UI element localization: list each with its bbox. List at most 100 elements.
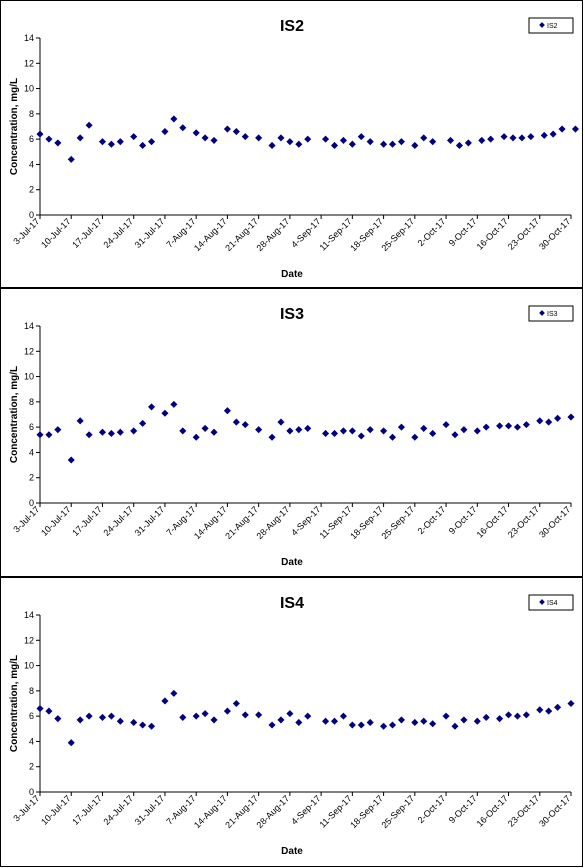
data-point xyxy=(348,427,356,435)
data-point xyxy=(130,427,138,435)
y-tick-label: 10 xyxy=(24,661,34,671)
y-tick-label: 14 xyxy=(24,321,34,331)
x-tick-label: 3-Jul-17 xyxy=(11,504,41,534)
x-tick-label: 17-Jul-17 xyxy=(70,216,104,250)
data-point xyxy=(210,136,218,144)
x-axis-label: Date xyxy=(281,846,303,857)
data-point xyxy=(429,429,437,437)
y-tick-label: 4 xyxy=(29,736,34,746)
legend-marker xyxy=(539,22,545,28)
x-tick-label: 21-Aug-17 xyxy=(223,216,260,253)
data-point xyxy=(54,426,62,434)
data-point xyxy=(540,131,548,139)
data-point xyxy=(442,421,450,429)
legend: IS2 xyxy=(528,17,574,34)
data-point xyxy=(330,141,339,149)
data-point xyxy=(170,689,178,697)
x-tick-label: 2-Oct-17 xyxy=(416,504,448,536)
data-point xyxy=(558,125,566,133)
data-point xyxy=(98,428,107,436)
y-tick-label: 10 xyxy=(24,84,34,94)
data-point xyxy=(232,128,240,136)
data-point xyxy=(330,429,339,437)
y-tick-label: 8 xyxy=(29,397,34,407)
data-point xyxy=(496,422,504,430)
y-tick-label: 14 xyxy=(24,33,34,43)
data-point xyxy=(36,705,44,713)
y-tick-label: 6 xyxy=(29,711,34,721)
y-axis-label: Concentration, mg/L xyxy=(9,366,20,463)
data-point xyxy=(192,433,200,441)
data-point xyxy=(339,136,347,144)
data-point xyxy=(45,431,53,439)
data-point xyxy=(509,134,517,142)
data-point xyxy=(380,427,388,435)
data-point xyxy=(451,431,459,439)
y-tick-label: 10 xyxy=(24,372,34,382)
x-tick-label: 18-Sep-17 xyxy=(348,504,385,541)
x-tick-label: 31-Jul-17 xyxy=(133,793,167,827)
x-axis-label: Date xyxy=(281,557,303,568)
x-tick-label: 30-Oct-17 xyxy=(537,504,572,539)
data-point xyxy=(478,136,486,144)
x-tick-label: 24-Jul-17 xyxy=(102,504,136,538)
x-tick-label: 30-Oct-17 xyxy=(537,793,572,828)
chart-title: IS3 xyxy=(280,306,304,323)
x-tick-label: 24-Jul-17 xyxy=(102,216,136,250)
data-point xyxy=(357,133,365,141)
data-point xyxy=(54,715,62,723)
data-point xyxy=(420,134,428,142)
data-point xyxy=(522,711,530,719)
data-point xyxy=(442,712,450,720)
data-point xyxy=(411,718,419,726)
data-point xyxy=(116,428,124,436)
data-point xyxy=(45,135,53,143)
data-point xyxy=(232,418,240,426)
data-point xyxy=(446,136,455,144)
x-tick-label: 14-Aug-17 xyxy=(192,216,229,253)
data-point xyxy=(357,432,365,440)
data-point xyxy=(455,141,463,149)
x-tick-label: 31-Jul-17 xyxy=(133,504,167,538)
x-tick-label: 23-Oct-17 xyxy=(506,793,541,828)
y-tick-label: 0 xyxy=(29,787,34,797)
x-tick-label: 25-Sep-17 xyxy=(379,216,416,253)
data-point xyxy=(241,421,249,429)
data-point xyxy=(201,134,209,142)
data-point xyxy=(545,707,553,715)
data-point xyxy=(549,130,557,138)
data-point xyxy=(130,133,138,141)
legend-label: IS3 xyxy=(547,311,558,318)
y-axis-label: Concentration, mg/L xyxy=(9,78,20,175)
data-point xyxy=(161,697,169,705)
data-point xyxy=(36,431,44,439)
x-tick-label: 23-Oct-17 xyxy=(506,216,541,251)
data-point xyxy=(85,431,93,439)
data-point xyxy=(464,139,472,147)
y-tick-label: 0 xyxy=(29,210,34,220)
data-point xyxy=(67,739,75,747)
x-tick-label: 16-Oct-17 xyxy=(475,793,510,828)
chart-panel-is2: IS2 IS2 0 2 4 6 8 10 12 14 3-Jul-17 10-Jul-17 17-Jul… xyxy=(0,0,583,288)
data-point xyxy=(339,427,347,435)
data-point xyxy=(255,134,263,142)
data-point xyxy=(107,429,115,437)
data-point xyxy=(98,138,107,146)
x-tick-label: 9-Oct-17 xyxy=(447,793,479,825)
x-tick-label: 21-Aug-17 xyxy=(223,504,260,541)
legend-label: IS4 xyxy=(547,600,558,607)
data-point xyxy=(139,141,147,149)
y-tick-label: 0 xyxy=(29,498,34,508)
data-point xyxy=(536,706,544,714)
data-point xyxy=(330,717,339,725)
data-point xyxy=(130,718,138,726)
x-tick-label: 2-Oct-17 xyxy=(416,216,448,248)
x-tick-label: 17-Jul-17 xyxy=(70,793,104,827)
data-point xyxy=(460,716,468,724)
data-point xyxy=(518,134,526,142)
data-point xyxy=(571,125,579,133)
data-point xyxy=(322,135,330,143)
x-tick-label: 10-Jul-17 xyxy=(39,793,73,827)
x-tick-label: 14-Aug-17 xyxy=(192,504,229,541)
data-point xyxy=(98,713,107,721)
